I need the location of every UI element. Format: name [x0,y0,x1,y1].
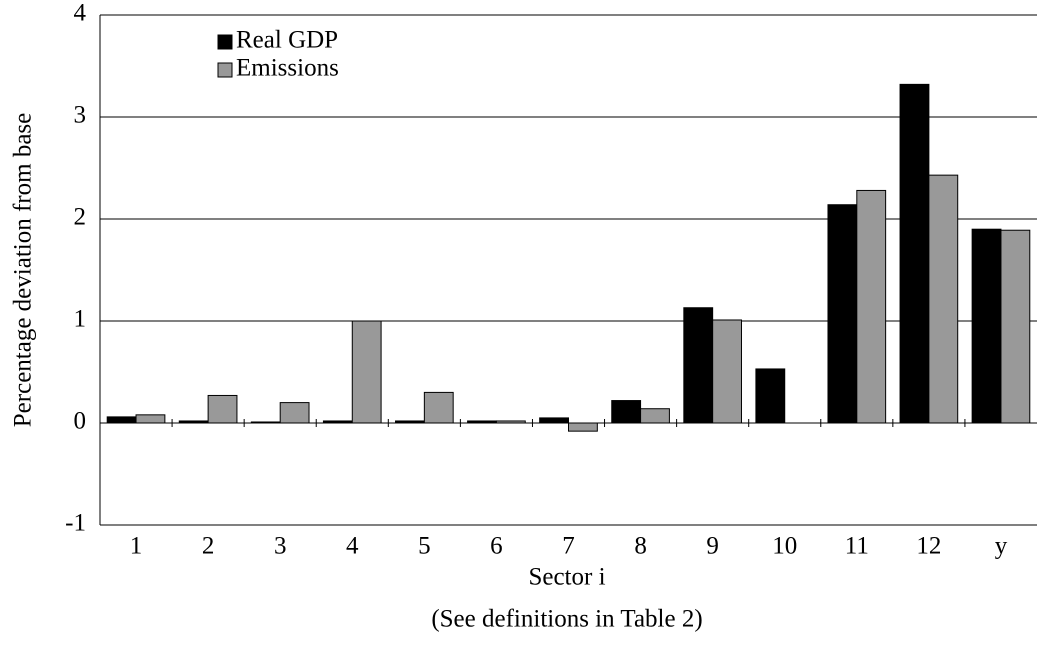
x-tick-label: 4 [346,533,359,560]
x-tick-label: 1 [130,533,143,560]
x-tick-label: 5 [418,533,431,560]
bar [640,408,670,424]
bar [827,204,858,424]
bar [135,414,166,424]
x-tick-label: 8 [634,533,647,560]
bar [683,307,714,424]
bar [351,320,382,424]
bar [250,421,281,424]
bar [712,319,742,424]
legend-label: Emissions [236,55,339,82]
y-tick-label: 3 [74,102,87,129]
y-tick-label: 4 [74,0,87,27]
bar [178,420,209,424]
bar [928,174,959,424]
x-tick-label: 9 [706,533,719,560]
y-axis-label: Percentage deviation from base [10,113,37,427]
bar [106,416,137,424]
bar [539,417,570,424]
x-tick-label: 10 [772,533,797,560]
x-tick-label: 11 [845,533,869,560]
bar [495,420,526,424]
x-tick-label: 2 [202,533,215,560]
note: (See definitions in Table 2) [431,606,702,633]
bar [568,422,598,432]
y-tick-label: 0 [74,408,87,435]
x-tick-label: 7 [562,533,575,560]
x-tick-label: 3 [274,533,287,560]
bar [856,189,887,424]
bar [423,391,454,424]
bar [467,420,497,424]
bar [971,228,1002,424]
bar [899,83,930,424]
x-tick-label: 12 [916,533,941,560]
bar [395,420,425,424]
bar [755,368,786,424]
y-tick-label: 1 [74,306,87,333]
y-tick-label: 2 [74,204,87,231]
x-tick-label: 6 [490,533,503,560]
x-axis-label: Sector i [528,564,605,591]
bar [279,402,310,424]
legend-swatch [217,62,233,78]
legend-label: Real GDP [236,27,338,54]
bar [207,394,238,424]
x-tick-label: y [995,533,1008,560]
y-tick-label: -1 [65,510,86,537]
legend-swatch [217,34,233,50]
bar [1000,229,1031,424]
bar [611,400,642,424]
bar [322,420,353,424]
